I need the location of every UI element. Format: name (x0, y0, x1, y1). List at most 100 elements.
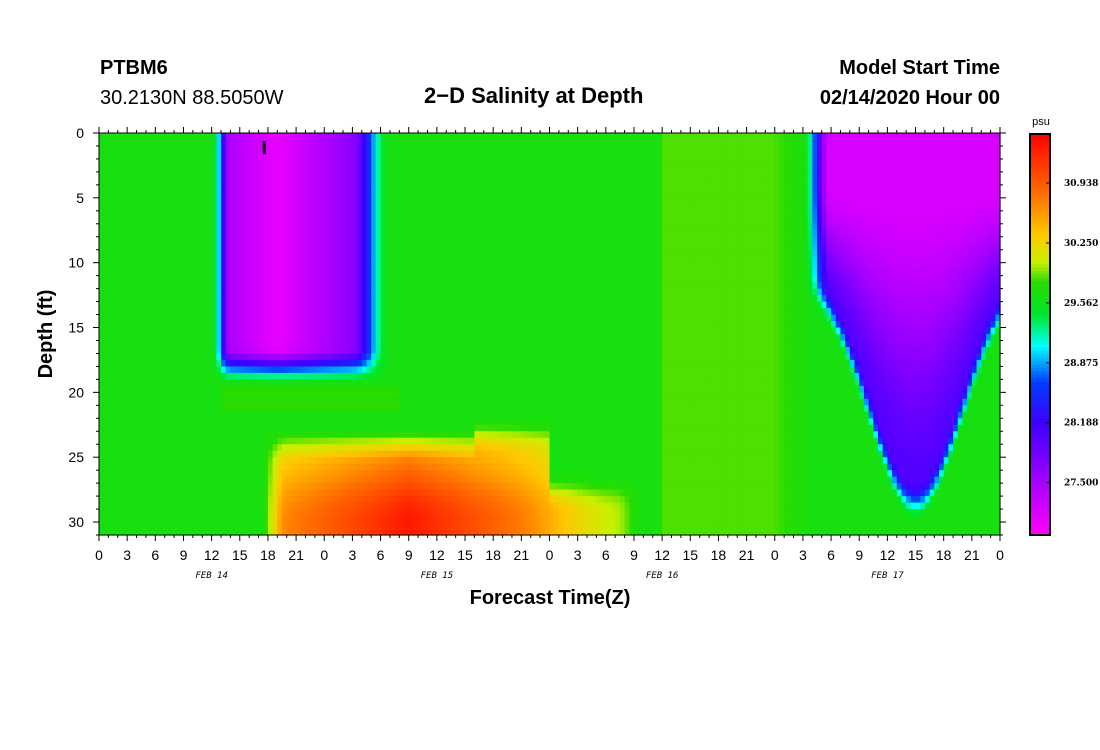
heatmap-cell (216, 184, 222, 192)
heatmap-cell (164, 483, 170, 491)
heatmap-cell (103, 366, 109, 374)
heatmap-cell (141, 275, 147, 283)
heatmap-cell (450, 191, 457, 199)
heatmap-cell (389, 528, 396, 536)
heatmap-cell (253, 321, 260, 329)
heatmap-cell (249, 450, 255, 458)
heatmap-cell (375, 366, 382, 374)
heatmap-cell (314, 463, 321, 471)
heatmap-cell (408, 314, 415, 322)
heatmap-cell (99, 450, 105, 458)
heatmap-cell (197, 463, 203, 471)
heatmap-cell (305, 262, 311, 270)
heatmap-cell (436, 476, 443, 484)
heatmap-cell (422, 145, 429, 154)
heatmap-cell (319, 470, 325, 478)
heatmap-cell (253, 515, 260, 523)
heatmap-cell (427, 411, 433, 419)
heatmap-cell (244, 210, 250, 218)
heatmap-cell (169, 191, 175, 199)
heatmap-cell (436, 165, 443, 173)
heatmap-cell (394, 308, 400, 316)
heatmap-cell (446, 288, 452, 296)
heatmap-cell (202, 522, 208, 530)
heatmap-cell (244, 385, 250, 393)
heatmap-cell (244, 197, 250, 205)
heatmap-cell (357, 269, 363, 277)
heatmap-cell (338, 392, 344, 400)
heatmap-cell (305, 249, 311, 257)
heatmap-cell (117, 353, 124, 361)
heatmap-cell (338, 288, 344, 296)
heatmap-cell (117, 437, 124, 445)
heatmap-cell (460, 496, 466, 504)
heatmap-cell (371, 470, 377, 478)
heatmap-cell (422, 171, 429, 179)
heatmap-cell (192, 204, 199, 212)
heatmap-cell (131, 528, 138, 536)
heatmap-cell (460, 457, 466, 465)
heatmap-cell (192, 275, 199, 283)
heatmap-cell (113, 269, 119, 277)
heatmap-cell (361, 483, 368, 491)
heatmap-cell (282, 210, 288, 218)
heatmap-cell (352, 152, 358, 160)
heatmap-cell (427, 366, 433, 374)
heatmap-cell (99, 528, 105, 536)
heatmap-cell (235, 256, 241, 264)
heatmap-cell (455, 275, 461, 283)
heatmap-cell (427, 502, 433, 510)
heatmap-cell (324, 210, 330, 218)
heatmap-cell (324, 398, 330, 406)
heatmap-cell (319, 398, 325, 406)
heatmap-cell (399, 269, 405, 277)
heatmap-cell (291, 379, 297, 387)
heatmap-cell (164, 379, 170, 387)
heatmap-cell (352, 424, 358, 432)
heatmap-cell (380, 288, 386, 296)
heatmap-cell (465, 184, 471, 192)
heatmap-cell (267, 528, 274, 536)
heatmap-cell (239, 217, 246, 225)
heatmap-cell (206, 327, 213, 335)
heatmap-cell (272, 295, 278, 303)
heatmap-cell (399, 295, 405, 303)
heatmap-cell (117, 366, 124, 374)
heatmap-cell (113, 392, 119, 400)
heatmap-cell (427, 509, 433, 517)
heatmap-cell (178, 236, 185, 244)
heatmap-cell (174, 444, 180, 452)
heatmap-cell (324, 496, 330, 504)
heatmap-cell (282, 470, 288, 478)
heatmap-cell (235, 327, 241, 335)
heatmap-cell (436, 405, 443, 413)
heatmap-cell (450, 424, 457, 432)
heatmap-cell (136, 295, 142, 303)
heatmap-cell (155, 165, 161, 173)
heatmap-cell (328, 152, 335, 160)
heatmap-cell (343, 184, 349, 192)
heatmap-cell (164, 411, 170, 419)
heatmap-cell (305, 476, 311, 484)
heatmap-cell (263, 158, 269, 167)
heatmap-cell (408, 308, 415, 316)
heatmap-cell (333, 165, 339, 173)
heatmap-cell (324, 418, 330, 426)
heatmap-cell (422, 256, 429, 264)
heatmap-cell (131, 171, 138, 179)
heatmap-cell (305, 171, 311, 179)
heatmap-cell (310, 165, 316, 173)
heatmap-cell (343, 178, 349, 186)
heatmap-cell (282, 379, 288, 387)
heatmap-cell (113, 437, 119, 445)
heatmap-cell (249, 353, 255, 361)
heatmap-cell (385, 197, 391, 205)
heatmap-cell (404, 295, 410, 303)
heatmap-cell (282, 301, 288, 309)
heatmap-cell (286, 243, 292, 251)
heatmap-cell (99, 171, 105, 179)
heatmap-cell (300, 171, 307, 179)
heatmap-cell (117, 340, 124, 348)
heatmap-cell (108, 496, 114, 504)
heatmap-cell (460, 483, 466, 491)
